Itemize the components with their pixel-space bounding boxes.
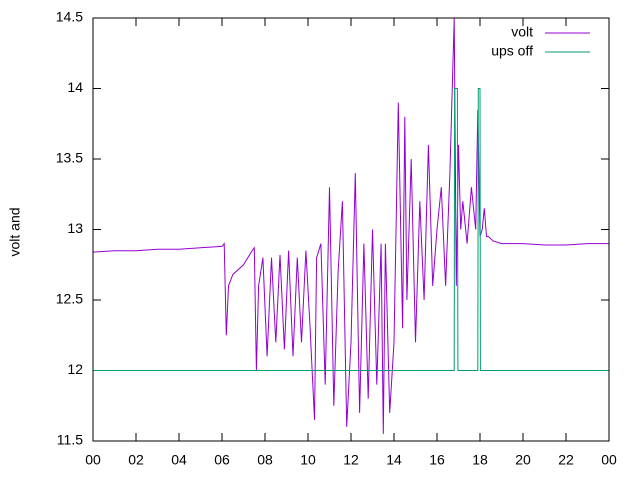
x-tick-label: 16 bbox=[429, 452, 445, 468]
x-tick-label: 22 bbox=[558, 452, 574, 468]
x-tick-label: 18 bbox=[472, 452, 488, 468]
y-tick-label: 13.5 bbox=[56, 150, 83, 166]
x-tick-label: 06 bbox=[214, 452, 230, 468]
y-axis-label: volt and bbox=[7, 207, 23, 256]
x-tick-label: 08 bbox=[257, 452, 273, 468]
x-tick-label: 04 bbox=[171, 452, 187, 468]
y-tick-label: 12.5 bbox=[56, 291, 83, 307]
x-tick-label: 10 bbox=[300, 452, 316, 468]
data-line bbox=[92, 17, 609, 434]
legend-label: ups off bbox=[491, 43, 533, 59]
x-tick-label: 02 bbox=[128, 452, 144, 468]
x-tick-label: 00 bbox=[601, 452, 617, 468]
x-tick-label: 00 bbox=[85, 452, 101, 468]
y-tick-label: 13 bbox=[67, 220, 83, 236]
data-line bbox=[93, 88, 609, 371]
x-tick-label: 14 bbox=[386, 452, 402, 468]
x-tick-label: 12 bbox=[343, 452, 359, 468]
x-tick-label: 20 bbox=[515, 452, 531, 468]
y-tick-label: 14 bbox=[67, 79, 83, 95]
legend-label: volt bbox=[511, 24, 533, 40]
plot-border bbox=[92, 17, 610, 442]
y-tick-label: 14.5 bbox=[56, 9, 83, 25]
y-tick-label: 12 bbox=[67, 361, 83, 377]
y-tick-label: 11.5 bbox=[57, 432, 83, 448]
